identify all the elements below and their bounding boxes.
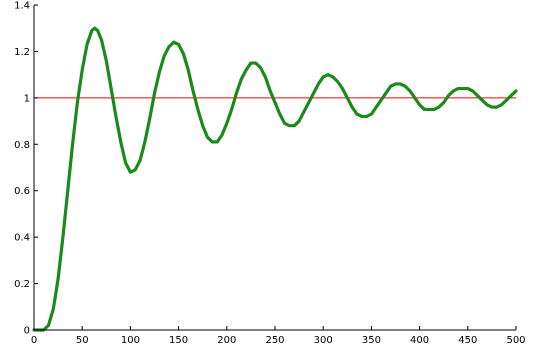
y-tick-label: 1.2 [14,47,30,58]
y-tick-label: 0.2 [14,279,30,290]
x-tick-label: 300 [314,335,333,346]
y-axis: 0 0.2 0.4 0.6 0.8 1 1.2 1.4 [14,1,38,337]
y-tick-label: 0.6 [14,186,30,197]
x-tick-label: 500 [506,335,525,346]
x-tick-label: 400 [410,335,429,346]
x-tick-label: 250 [265,335,284,346]
x-tick-label: 100 [121,335,140,346]
x-tick-label: 200 [217,335,236,346]
y-tick-label: 0 [24,326,30,337]
plot-area [32,26,518,332]
x-axis: 0 50 100 150 200 250 300 350 400 450 500 [31,326,526,346]
y-tick-label: 0.8 [14,140,30,151]
response-curve [32,26,518,332]
x-tick-label: 450 [458,335,477,346]
y-tick-label: 0.4 [14,233,30,244]
x-tick-label: 50 [76,335,89,346]
x-tick-label: 0 [31,335,37,346]
x-tick-label: 350 [362,335,381,346]
y-tick-label: 1.4 [14,1,30,12]
y-tick-label: 1 [24,93,30,104]
x-tick-label: 150 [169,335,188,346]
